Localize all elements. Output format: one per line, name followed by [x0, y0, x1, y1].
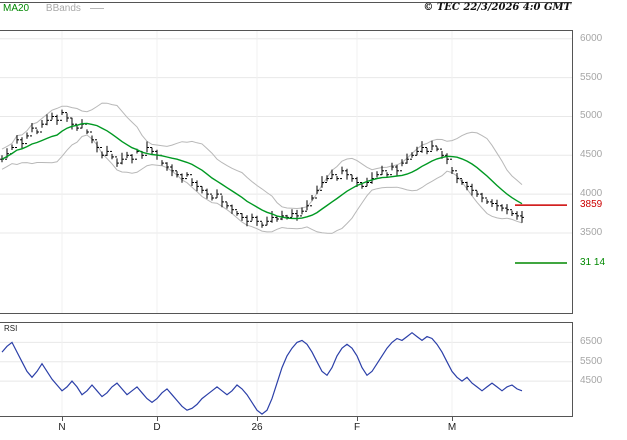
price-plot — [0, 31, 572, 313]
month-label: D — [153, 422, 161, 433]
bollinger-lower-line — [1, 134, 523, 234]
month-label: N — [58, 422, 66, 433]
time-axis-tick — [452, 416, 453, 421]
month-label: M — [447, 422, 457, 433]
price-tick-label: 4000 — [580, 188, 603, 200]
rsi-line — [1, 331, 523, 415]
bbands-legend-label: BBands — [45, 3, 81, 14]
rsi-tick-label: 6500 — [580, 336, 603, 348]
top-border — [0, 2, 572, 3]
price-tick-label: 5000 — [580, 110, 603, 122]
time-axis-tick — [157, 416, 158, 421]
price-panel — [0, 30, 573, 314]
legend: MA20 BBands — [3, 3, 104, 14]
price-tick-label: 3500 — [580, 226, 603, 238]
rsi-label: RSI — [4, 324, 18, 333]
price-tick-label: 6000 — [580, 32, 603, 44]
resistance-level-label: 3859 — [580, 199, 603, 211]
bollinger-upper-line — [1, 102, 523, 210]
rsi-tick-label: 4500 — [580, 375, 603, 387]
copyright-text: © TEC 22/3/2026 4:0 GMT — [423, 2, 571, 13]
month-label: F — [353, 422, 361, 433]
ma20-line — [1, 122, 523, 220]
price-tick-label: 4500 — [580, 149, 603, 161]
rsi-tick-label: 5500 — [580, 355, 603, 367]
rsi-plot — [0, 323, 572, 416]
time-axis-tick — [62, 416, 63, 421]
bbands-legend-swatch — [89, 7, 104, 9]
rsi-panel: RSI — [0, 322, 573, 417]
ma20-legend-label: MA20 — [3, 3, 30, 14]
time-axis-tick — [357, 416, 358, 421]
price-tick-label: 5500 — [580, 71, 603, 83]
time-axis: N D 26 F M — [0, 416, 572, 440]
support-level-label: 31 14 — [580, 256, 606, 268]
month-label: 26 — [251, 422, 263, 433]
right-axis-labels: 6000 5500 5000 4500 4000 3500 3859 31 14 6500 550… — [580, 0, 627, 440]
time-axis-tick — [257, 416, 258, 421]
